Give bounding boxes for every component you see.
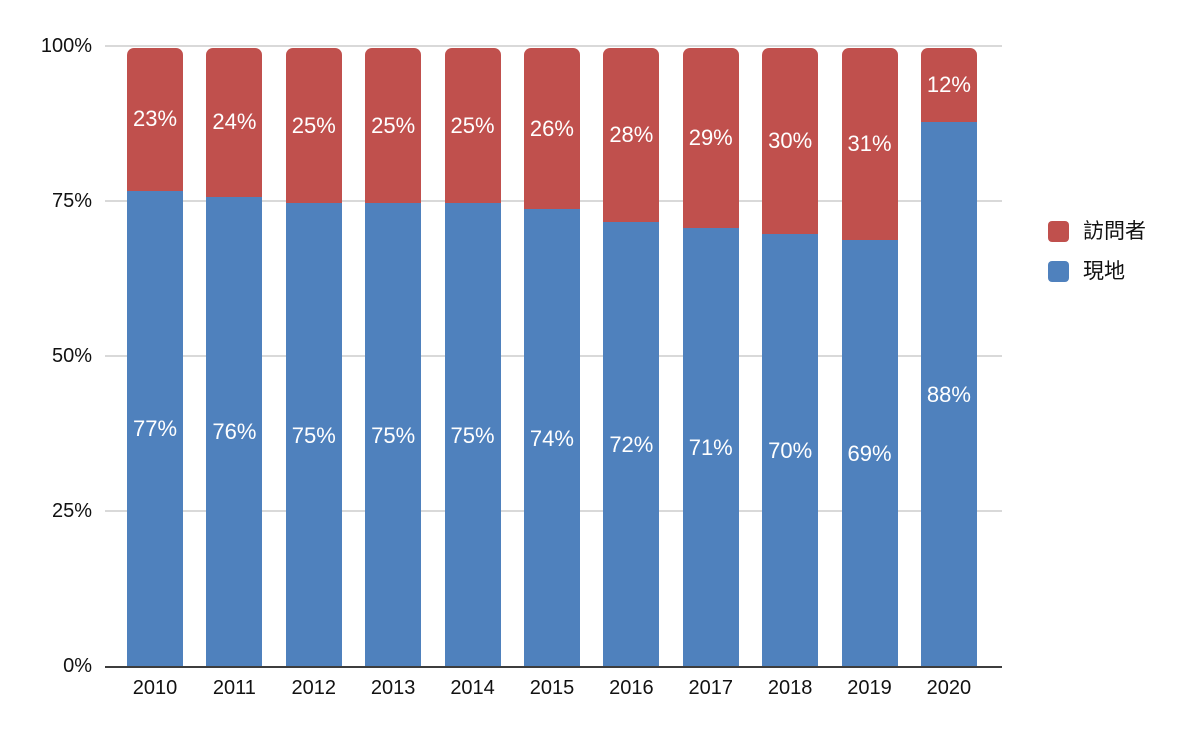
bar-segment-locals-2015: 74%	[523, 209, 580, 668]
data-label-visitors-2016: 28%	[609, 121, 654, 147]
y-tick-label-50: 50%	[51, 345, 92, 367]
bar-2019: 31% 69%	[841, 48, 898, 668]
bar-segment-locals-2011: 76%	[206, 196, 263, 668]
plot-area: 23% 77% 24% 76% 25% 75% 25% 75% 25% 75% 26% 74% 28% 7…	[105, 45, 1002, 668]
x-tick-label-2018: 2018	[767, 677, 813, 699]
bar-segment-visitors-2013: 25%	[365, 48, 422, 203]
x-tick-label-2012: 2012	[291, 677, 337, 699]
legend: 訪問者 現地	[1048, 221, 1146, 282]
data-label-locals-2011: 76%	[212, 419, 257, 445]
data-label-visitors-2012: 25%	[291, 112, 336, 138]
x-tick-label-2011: 2011	[212, 677, 256, 699]
legend-swatch-locals-icon	[1048, 261, 1069, 282]
data-label-visitors-2017: 29%	[688, 124, 733, 150]
bar-2016: 28% 72%	[603, 48, 660, 668]
legend-label-locals: 現地	[1083, 260, 1125, 283]
bar-segment-locals-2010: 77%	[127, 190, 183, 668]
bar-2011: 24% 76%	[206, 48, 263, 668]
data-label-visitors-2014: 25%	[450, 112, 495, 138]
bar-segment-locals-2016: 72%	[603, 221, 660, 668]
x-tick-label-2015: 2015	[529, 677, 575, 699]
bar-2018: 30% 70%	[762, 48, 819, 668]
bar-2017: 29% 71%	[682, 48, 739, 668]
bar-segment-visitors-2011: 24%	[206, 48, 263, 197]
gridline-100	[105, 45, 1002, 47]
data-label-visitors-2015: 26%	[529, 115, 574, 141]
bar-2013: 25% 75%	[365, 48, 422, 668]
y-tick-label-75: 75%	[51, 190, 92, 212]
bar-2014: 25% 75%	[444, 48, 501, 668]
data-label-locals-2020: 88%	[926, 382, 971, 408]
x-axis-line	[105, 666, 1002, 668]
bar-2015: 26% 74%	[523, 48, 580, 668]
bar-segment-visitors-2010: 23%	[127, 48, 183, 191]
data-label-locals-2015: 74%	[529, 425, 574, 451]
legend-item-visitors: 訪問者	[1048, 221, 1146, 242]
bar-segment-visitors-2012: 25%	[285, 48, 342, 203]
data-label-locals-2018: 70%	[768, 438, 813, 463]
data-label-visitors-2013: 25%	[371, 112, 416, 138]
bar-segment-locals-2020: 88%	[920, 122, 977, 668]
bar-segment-visitors-2017: 29%	[682, 48, 739, 228]
bar-segment-visitors-2018: 30%	[762, 48, 819, 234]
x-tick-label-2017: 2017	[688, 677, 733, 699]
bar-segment-locals-2013: 75%	[365, 203, 422, 668]
data-label-locals-2012: 75%	[291, 422, 336, 448]
x-axis-tick-labels: 2010 2011 2012 2013 2014 2015 2016 2017 2018 2019…	[105, 676, 1002, 700]
x-tick-label-2010: 2010	[132, 677, 178, 699]
data-label-locals-2010: 77%	[132, 416, 178, 442]
data-label-visitors-2019: 31%	[847, 131, 892, 157]
bar-segment-visitors-2020: 12%	[920, 48, 977, 123]
bar-2012: 25% 75%	[285, 48, 342, 668]
legend-label-visitors: 訪問者	[1083, 220, 1146, 243]
bar-segment-visitors-2014: 25%	[444, 48, 501, 203]
bar-segment-visitors-2015: 26%	[523, 48, 580, 210]
bar-segment-locals-2017: 71%	[682, 227, 739, 668]
legend-item-locals: 現地	[1048, 261, 1146, 282]
legend-swatch-visitors-icon	[1048, 221, 1069, 242]
y-tick-label-100: 100%	[40, 35, 92, 57]
x-tick-label-2019: 2019	[847, 677, 892, 699]
data-label-visitors-2010: 23%	[132, 106, 178, 132]
data-label-visitors-2018: 30%	[768, 128, 813, 153]
data-label-locals-2019: 69%	[847, 441, 892, 467]
data-label-locals-2013: 75%	[371, 422, 416, 448]
x-tick-label-2016: 2016	[609, 677, 654, 699]
x-tick-label-2020: 2020	[926, 677, 972, 699]
bar-segment-visitors-2016: 28%	[603, 48, 660, 222]
bar-2020: 12% 88%	[920, 48, 977, 668]
bar-segment-locals-2019: 69%	[841, 240, 898, 668]
y-tick-label-0: 0%	[63, 655, 92, 677]
bar-segment-locals-2018: 70%	[762, 234, 819, 668]
data-label-visitors-2011: 24%	[212, 109, 257, 135]
data-label-locals-2014: 75%	[450, 422, 495, 448]
x-tick-label-2013: 2013	[370, 677, 416, 699]
bars-row: 23% 77% 24% 76% 25% 75% 25% 75% 25% 75% 26% 74% 28% 7…	[105, 46, 1002, 668]
y-tick-label-25: 25%	[51, 500, 92, 522]
bar-segment-locals-2012: 75%	[285, 203, 342, 668]
bar-2010: 23% 77%	[127, 48, 183, 668]
data-label-visitors-2020: 12%	[926, 72, 971, 98]
data-label-locals-2017: 71%	[688, 434, 733, 460]
bar-segment-locals-2014: 75%	[444, 203, 501, 668]
data-label-locals-2016: 72%	[609, 431, 654, 457]
x-tick-label-2014: 2014	[450, 677, 495, 699]
bar-segment-visitors-2019: 31%	[841, 48, 898, 241]
